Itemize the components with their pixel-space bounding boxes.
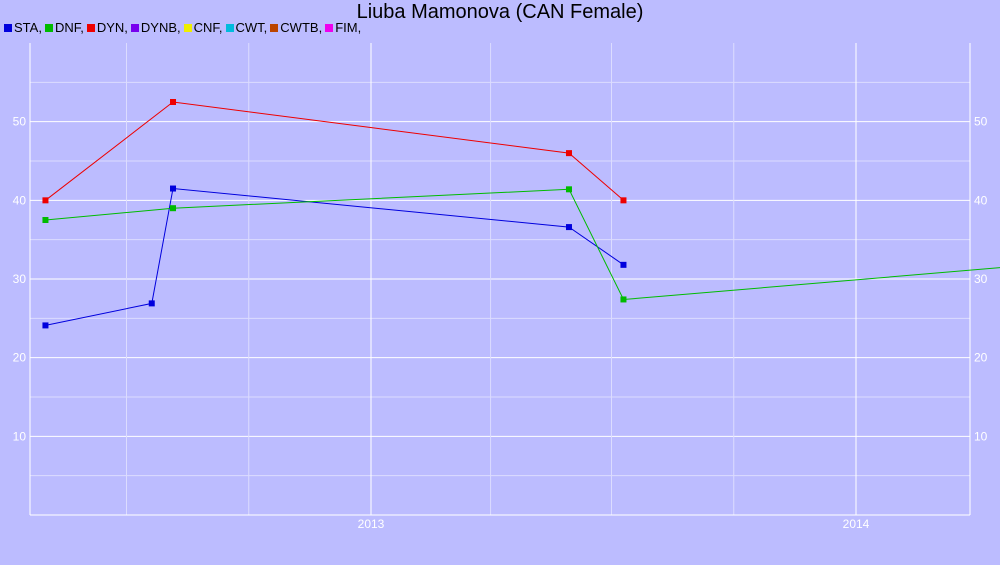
legend-swatch: [86, 23, 95, 32]
legend-swatch: [183, 23, 192, 32]
legend-label: CWTB,: [280, 20, 323, 35]
data-point-dnf: [565, 186, 572, 193]
legend-swatch: [4, 23, 12, 32]
y-tick-label-left: 30: [13, 272, 27, 286]
legend-item-cnf: CNF,: [183, 20, 223, 35]
legend-swatch: [325, 23, 334, 32]
legend-item-fim: FIM,: [325, 20, 361, 35]
data-point-dnf: [620, 296, 627, 303]
legend-item-cwt: CWT,: [225, 20, 268, 35]
data-point-dnf: [42, 217, 49, 223]
y-tick-label-left: 10: [13, 429, 27, 443]
data-point-dyn: [42, 197, 49, 204]
data-point-dyn: [565, 150, 572, 157]
legend-item-dnf: DNF,: [44, 20, 84, 35]
y-tick-label-right: 10: [974, 429, 988, 443]
legend-label: DYNB,: [140, 20, 181, 35]
legend-item-dynb: DYNB,: [130, 20, 181, 35]
data-point-dyn: [170, 99, 177, 105]
data-point-sta: [170, 185, 177, 192]
legend-label: CNF,: [193, 20, 223, 35]
x-tick-label: 2013: [358, 517, 385, 531]
legend-item-dyn: DYN,: [86, 20, 128, 35]
legend-label: CWT,: [235, 20, 268, 35]
y-tick-label-right: 50: [974, 115, 988, 129]
data-point-sta: [565, 224, 572, 231]
legend-label: DYN,: [96, 20, 128, 35]
y-tick-label-left: 20: [13, 351, 27, 365]
legend-swatch: [270, 23, 279, 32]
y-tick-label-left: 40: [13, 193, 27, 207]
data-point-sta: [620, 261, 627, 268]
data-point-dnf: [170, 205, 177, 212]
data-point-sta: [148, 300, 155, 307]
legend-swatch: [44, 23, 53, 32]
legend-label: FIM,: [335, 20, 362, 35]
data-point-dyn: [620, 197, 627, 204]
legend-swatch: [130, 23, 139, 32]
y-tick-label-right: 20: [974, 351, 988, 365]
y-tick-label-right: 40: [974, 193, 988, 207]
legend-item-cwtb: CWTB,: [270, 20, 322, 35]
legend-swatch: [225, 23, 234, 32]
chart-title: Liuba Mamonova (CAN Female): [356, 1, 644, 23]
data-point-sta: [42, 322, 49, 329]
y-tick-label-left: 50: [13, 115, 27, 129]
series-line-dyn: [45, 101, 624, 201]
legend-label: DNF,: [54, 20, 84, 35]
legend: STA, DNF, DYN, DYNB, CNF, CWT, CWTB, FIM,: [4, 20, 364, 35]
y-tick-label-right: 30: [974, 272, 988, 286]
legend-label: STA,: [14, 20, 42, 35]
x-tick-label: 2014: [843, 517, 870, 531]
legend-item-sta: STA,: [4, 20, 42, 35]
